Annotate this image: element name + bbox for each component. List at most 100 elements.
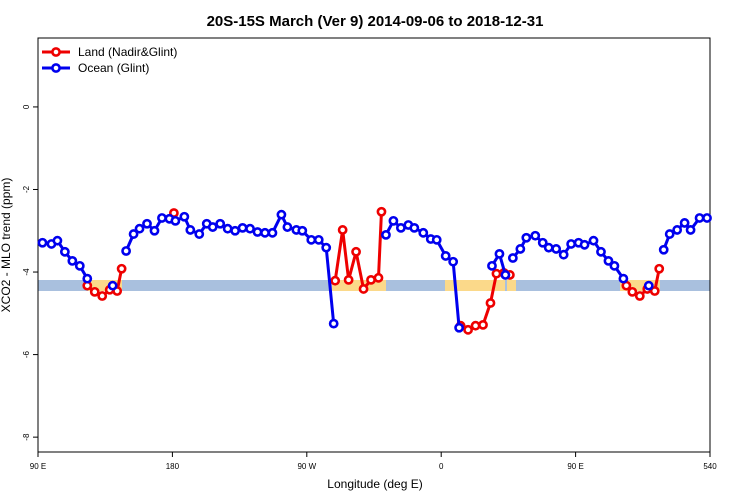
x-axis-label: Longitude (deg E) (327, 477, 422, 491)
point (134, 223, 145, 234)
point (658, 244, 669, 255)
series-line (86, 211, 661, 332)
point (185, 225, 196, 235)
point (672, 225, 683, 235)
point (343, 274, 354, 285)
plot-frame (37, 37, 711, 453)
point (107, 280, 118, 291)
x-tick-label: 540 (703, 462, 717, 471)
point (588, 235, 599, 246)
point (579, 239, 590, 250)
point (330, 275, 341, 286)
point (521, 232, 532, 243)
point (207, 222, 218, 232)
x-tick-label: 90 E (30, 462, 46, 471)
point (313, 234, 324, 245)
point (543, 242, 554, 253)
point (179, 211, 190, 222)
point (409, 222, 420, 233)
point (537, 237, 548, 248)
point (500, 270, 511, 280)
point (376, 206, 387, 217)
point (643, 280, 654, 291)
point (366, 274, 376, 285)
chart-title: 20S-15S March (Ver 9) 2014-09-06 to 2018… (207, 13, 544, 30)
point (448, 256, 459, 267)
point (82, 273, 93, 284)
point (149, 225, 160, 236)
point (157, 213, 167, 223)
point (649, 286, 660, 296)
point (328, 318, 339, 329)
point (603, 255, 614, 266)
point (463, 324, 473, 335)
point (358, 284, 369, 294)
y-tick-label: -6 (22, 350, 31, 358)
surface-band (38, 280, 710, 291)
point (252, 227, 263, 237)
y-axis-label: XCO2 - MLO trend (ppm) (0, 178, 13, 313)
point (237, 222, 248, 233)
point (634, 291, 645, 301)
point (664, 229, 675, 239)
point (337, 225, 348, 235)
point (551, 244, 562, 254)
point (418, 227, 429, 238)
point (485, 298, 496, 308)
point (679, 218, 690, 228)
point (67, 255, 78, 266)
point (194, 229, 205, 239)
point (142, 218, 152, 229)
point (381, 229, 391, 240)
legend-label: Ocean (Glint) (78, 61, 149, 75)
legend: Land (Nadir&Glint) Ocean (Glint) (42, 45, 177, 75)
point (121, 246, 132, 256)
point (282, 222, 293, 232)
point (440, 251, 451, 261)
point (321, 242, 332, 253)
point (116, 263, 127, 274)
point (454, 322, 465, 333)
point (59, 246, 70, 257)
point (37, 237, 48, 248)
point (654, 263, 665, 274)
point (260, 227, 270, 238)
point (507, 253, 518, 263)
point (702, 213, 712, 223)
point (609, 260, 620, 271)
point (388, 215, 399, 226)
point (431, 234, 442, 245)
point (89, 286, 100, 297)
point (618, 273, 629, 284)
point (685, 225, 696, 235)
y-tick-label: -8 (22, 433, 31, 441)
point (558, 249, 569, 260)
legend-marker (51, 47, 61, 57)
point (170, 215, 181, 226)
point (395, 222, 406, 233)
point (52, 235, 63, 246)
legend-label: Land (Nadir&Glint) (78, 45, 177, 59)
y-tick-label: -2 (22, 185, 31, 193)
point (491, 268, 502, 279)
x-tick-label: 90 E (567, 462, 583, 471)
point (487, 260, 497, 271)
point (494, 248, 505, 259)
point (478, 319, 488, 330)
point (297, 225, 308, 236)
point (470, 320, 481, 331)
point (222, 223, 233, 234)
point (276, 209, 287, 220)
point (306, 234, 317, 245)
legend-marker (51, 63, 61, 73)
point (627, 286, 638, 297)
point (267, 227, 278, 238)
point (74, 260, 85, 271)
point (515, 244, 526, 254)
point (566, 239, 577, 249)
point (530, 230, 541, 241)
x-tick-label: 0 (439, 462, 444, 471)
point (215, 218, 226, 229)
x-tick-label: 180 (166, 462, 180, 471)
